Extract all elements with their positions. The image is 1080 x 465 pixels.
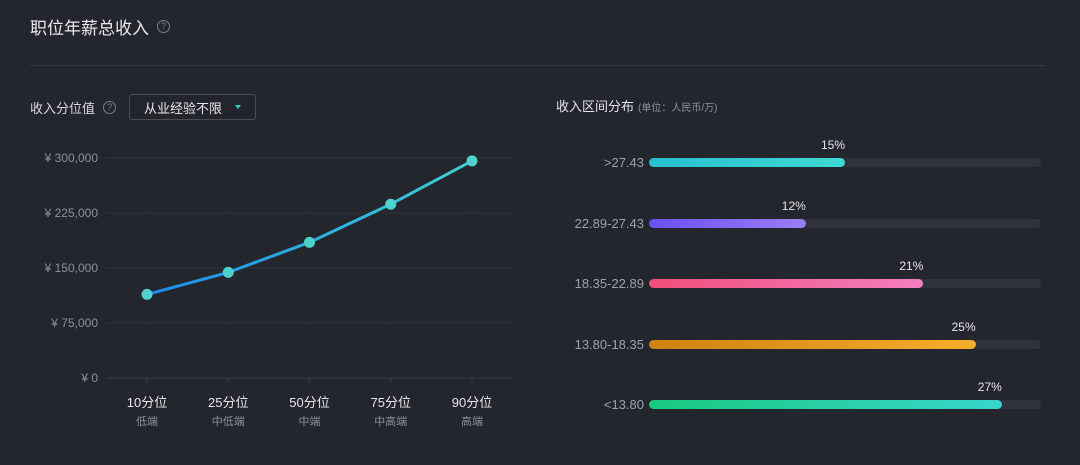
salary-percentile-line-chart: ¥ 0 ¥ 75,000 ¥ 150,000 ¥ 225,000 ¥ 300,000 10… [44,151,512,428]
distribution-title-text: 收入区间分布 [556,99,635,114]
caret-down-icon [235,105,241,109]
bar-fill [649,339,976,349]
percentile-label: 收入分位值 ? [30,98,117,117]
y-tick-label: ¥ 300,000 [44,151,99,165]
bar-row: <13.80 27% [540,380,1050,421]
bar-category-label: 13.80-18.35 [574,336,644,352]
x-tick-sublabel: 低端 [136,415,158,428]
percentile-help-icon[interactable]: ? [103,101,117,114]
bar-value-label: 27% [977,380,1002,394]
bar-track [649,279,1041,288]
x-tick-label: 10分位 [127,395,167,410]
x-tick-sublabel: 高端 [461,414,483,428]
help-icon[interactable]: ? [157,20,170,33]
bar-value-label: 21% [899,259,924,273]
x-tick-label: 50分位 [289,395,329,410]
bar-fill [649,400,1002,409]
x-tick-label: 25分位 [208,395,248,410]
data-point [385,198,397,210]
data-point [141,288,153,300]
section-divider [30,65,1045,66]
bar-track [649,339,1041,349]
experience-filter-value: 从业经验不限 [144,100,223,116]
x-tick-sublabel: 中低端 [212,415,245,428]
page-title-text: 职位年薪总收入 [30,19,149,38]
y-tick-label: ¥ 150,000 [44,261,99,275]
bar-category-label: 22.89-27.43 [574,215,644,231]
x-tick-label: 90分位 [452,395,492,410]
data-point [466,155,478,167]
y-tick-label: ¥ 0 [80,371,98,385]
bar-track [649,400,1041,409]
bar-row: 18.35-22.89 21% [540,259,1050,300]
bar-category-label: >27.43 [603,155,644,170]
distribution-title: 收入区间分布 (单位：人民币/万) [556,96,717,115]
bar-value-label: 15% [820,138,845,152]
bar-fill [649,279,924,288]
experience-filter-select[interactable]: 从业经验不限 [129,94,256,120]
bar-value-label: 25% [951,319,976,334]
bar-fill [649,158,845,167]
bar-value-label: 12% [781,198,806,213]
data-point [222,266,234,278]
bar-row: 13.80-18.35 25% [540,319,1050,361]
x-tick-sublabel: 中端 [299,415,321,428]
y-tick-label: ¥ 75,000 [50,316,98,330]
bar-category-label: <13.80 [603,397,644,412]
bar-track [649,158,1041,167]
x-tick-label: 75分位 [371,395,411,410]
bar-row: 22.89-27.43 12% [540,198,1050,240]
bar-row: >27.43 15% [540,138,1050,179]
y-tick-label: ¥ 225,000 [44,206,99,220]
percentile-label-text: 收入分位值 [30,101,96,116]
bar-track [649,218,1041,228]
data-point [304,236,315,248]
x-tick-sublabel: 中高端 [374,414,407,428]
page-title: 职位年薪总收入 ? [30,14,170,39]
bar-category-label: 18.35-22.89 [574,276,644,291]
distribution-unit: (单位：人民币/万) [638,103,718,114]
bar-fill [649,218,806,228]
